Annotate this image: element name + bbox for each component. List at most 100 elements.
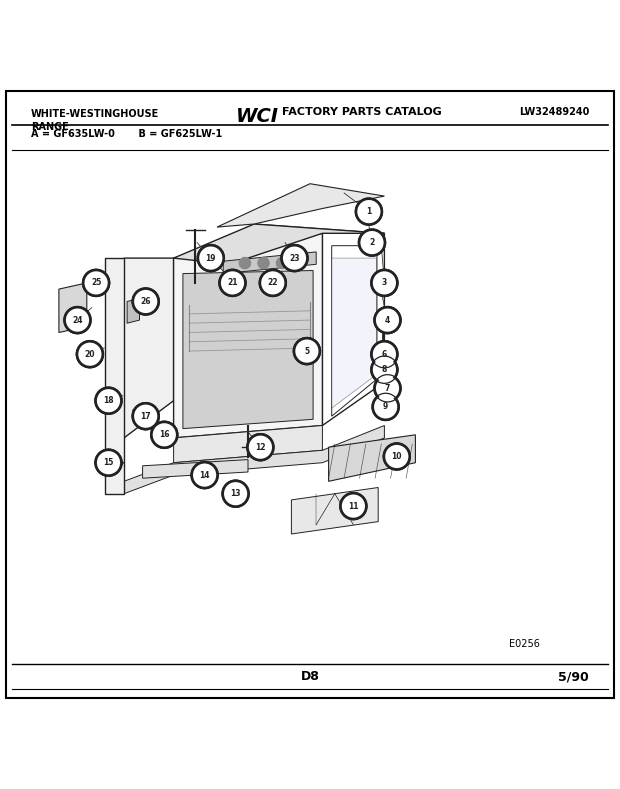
Text: D8: D8 bbox=[301, 670, 319, 683]
Polygon shape bbox=[174, 425, 322, 462]
FancyBboxPatch shape bbox=[6, 91, 614, 698]
Circle shape bbox=[222, 480, 249, 507]
Text: FACTORY PARTS CATALOG: FACTORY PARTS CATALOG bbox=[282, 107, 442, 118]
Polygon shape bbox=[124, 258, 174, 438]
Text: 9: 9 bbox=[383, 402, 388, 411]
Text: 23: 23 bbox=[290, 253, 299, 263]
Circle shape bbox=[239, 257, 250, 268]
Circle shape bbox=[259, 269, 286, 297]
Circle shape bbox=[293, 338, 321, 365]
Circle shape bbox=[82, 269, 110, 297]
Circle shape bbox=[372, 393, 399, 421]
Text: 13: 13 bbox=[231, 489, 241, 498]
Circle shape bbox=[247, 434, 274, 461]
Text: 8: 8 bbox=[382, 365, 387, 374]
Circle shape bbox=[95, 449, 122, 477]
Circle shape bbox=[66, 308, 89, 331]
Text: 25: 25 bbox=[91, 279, 101, 287]
Circle shape bbox=[371, 356, 398, 383]
Text: 3: 3 bbox=[382, 279, 387, 287]
Circle shape bbox=[95, 387, 122, 414]
Circle shape bbox=[76, 341, 104, 368]
Text: 1: 1 bbox=[366, 207, 371, 216]
Polygon shape bbox=[332, 258, 376, 408]
Text: 10: 10 bbox=[392, 452, 402, 461]
Polygon shape bbox=[217, 184, 384, 227]
Text: 21: 21 bbox=[228, 279, 237, 287]
Text: 12: 12 bbox=[255, 443, 265, 451]
Text: 18: 18 bbox=[103, 396, 114, 406]
Circle shape bbox=[376, 308, 399, 331]
Polygon shape bbox=[223, 252, 316, 274]
Circle shape bbox=[374, 306, 401, 334]
Text: 20: 20 bbox=[85, 350, 95, 359]
Circle shape bbox=[249, 436, 272, 458]
Circle shape bbox=[371, 269, 398, 297]
Circle shape bbox=[373, 271, 396, 294]
Text: 24: 24 bbox=[73, 316, 82, 324]
Circle shape bbox=[295, 339, 319, 363]
Circle shape bbox=[151, 421, 178, 448]
Circle shape bbox=[224, 482, 247, 505]
Text: WHITE-WESTINGHOUSE
RANGE: WHITE-WESTINGHOUSE RANGE bbox=[31, 110, 159, 132]
Circle shape bbox=[374, 395, 397, 418]
Circle shape bbox=[134, 405, 157, 428]
Text: 15: 15 bbox=[104, 458, 113, 467]
Circle shape bbox=[191, 462, 218, 488]
Circle shape bbox=[132, 402, 159, 430]
Text: 14: 14 bbox=[200, 470, 210, 480]
Circle shape bbox=[197, 245, 224, 271]
Circle shape bbox=[97, 451, 120, 474]
Polygon shape bbox=[291, 488, 378, 534]
Circle shape bbox=[360, 231, 384, 254]
Circle shape bbox=[228, 488, 237, 497]
Text: 4: 4 bbox=[385, 316, 390, 324]
Circle shape bbox=[376, 376, 399, 400]
Polygon shape bbox=[183, 271, 313, 428]
Text: 22: 22 bbox=[268, 279, 278, 287]
Circle shape bbox=[277, 257, 288, 268]
Circle shape bbox=[281, 245, 308, 271]
Text: WCI: WCI bbox=[236, 107, 278, 126]
Circle shape bbox=[357, 200, 381, 223]
Circle shape bbox=[385, 445, 409, 468]
Circle shape bbox=[261, 271, 285, 294]
Polygon shape bbox=[127, 298, 140, 323]
Circle shape bbox=[373, 358, 396, 381]
Polygon shape bbox=[124, 425, 384, 494]
Text: 16: 16 bbox=[159, 430, 169, 439]
Text: A = GF635LW-0       B = GF625LW-1: A = GF635LW-0 B = GF625LW-1 bbox=[31, 129, 222, 139]
Text: 5/90: 5/90 bbox=[558, 670, 589, 683]
Circle shape bbox=[84, 271, 108, 294]
Circle shape bbox=[355, 198, 383, 225]
Polygon shape bbox=[59, 283, 87, 332]
Circle shape bbox=[374, 375, 401, 402]
Polygon shape bbox=[174, 234, 322, 438]
Text: 19: 19 bbox=[206, 253, 216, 263]
Circle shape bbox=[340, 492, 367, 520]
Text: LW32489240: LW32489240 bbox=[518, 107, 589, 118]
Circle shape bbox=[97, 389, 120, 413]
Circle shape bbox=[132, 288, 159, 315]
Polygon shape bbox=[105, 258, 124, 494]
Circle shape bbox=[199, 246, 223, 270]
Circle shape bbox=[193, 463, 216, 487]
Circle shape bbox=[219, 269, 246, 297]
Text: 6: 6 bbox=[382, 350, 387, 359]
Text: E0256: E0256 bbox=[508, 639, 539, 649]
Polygon shape bbox=[174, 224, 384, 264]
Text: 26: 26 bbox=[141, 297, 151, 306]
Circle shape bbox=[371, 341, 398, 368]
Text: 7: 7 bbox=[385, 383, 390, 393]
Circle shape bbox=[78, 342, 102, 366]
Text: 2: 2 bbox=[370, 238, 374, 247]
Text: 17: 17 bbox=[140, 412, 151, 421]
Polygon shape bbox=[143, 460, 248, 478]
Polygon shape bbox=[329, 435, 415, 481]
Text: 11: 11 bbox=[348, 502, 358, 510]
Circle shape bbox=[153, 423, 176, 447]
Polygon shape bbox=[167, 224, 384, 271]
Circle shape bbox=[383, 443, 410, 470]
Circle shape bbox=[283, 246, 306, 270]
Text: 5: 5 bbox=[304, 346, 309, 356]
